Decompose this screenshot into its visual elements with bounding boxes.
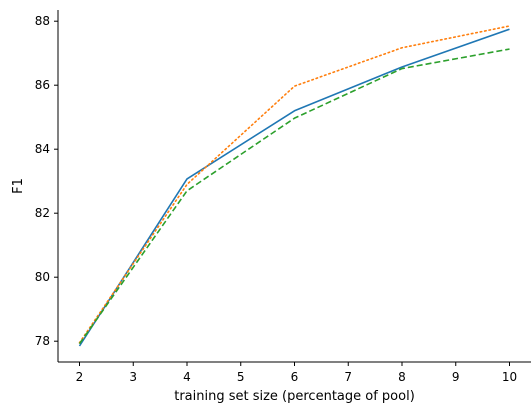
- series-line-dotted: [78, 25, 511, 344]
- x-tick-label: 10: [502, 370, 517, 384]
- series-layer: [78, 25, 511, 347]
- y-ticks: 78 80 82 84 86 88: [35, 14, 58, 348]
- y-tick-label: 86: [35, 78, 50, 92]
- x-axis-label: training set size (percentage of pool): [174, 389, 415, 404]
- y-tick-label: 82: [35, 206, 50, 220]
- x-tick-label: 8: [398, 370, 406, 384]
- x-tick-label: 5: [237, 370, 245, 384]
- x-tick-label: 4: [183, 370, 191, 384]
- x-tick-label: 9: [452, 370, 460, 384]
- x-ticks: 2 3 4 5 6 7 8 9 10: [76, 362, 517, 384]
- axes: [57, 10, 531, 363]
- y-tick-label: 78: [35, 334, 50, 348]
- y-axis-label: F1: [11, 178, 26, 194]
- y-tick-label: 84: [35, 142, 50, 156]
- series-line-solid: [78, 28, 510, 347]
- x-tick-label: 3: [129, 370, 137, 384]
- x-tick-label: 7: [344, 370, 352, 384]
- y-tick-label: 80: [35, 270, 50, 284]
- series-line-dashed: [78, 48, 510, 345]
- x-tick-label: 2: [76, 370, 84, 384]
- y-tick-label: 88: [35, 14, 50, 28]
- x-tick-label: 6: [291, 370, 299, 384]
